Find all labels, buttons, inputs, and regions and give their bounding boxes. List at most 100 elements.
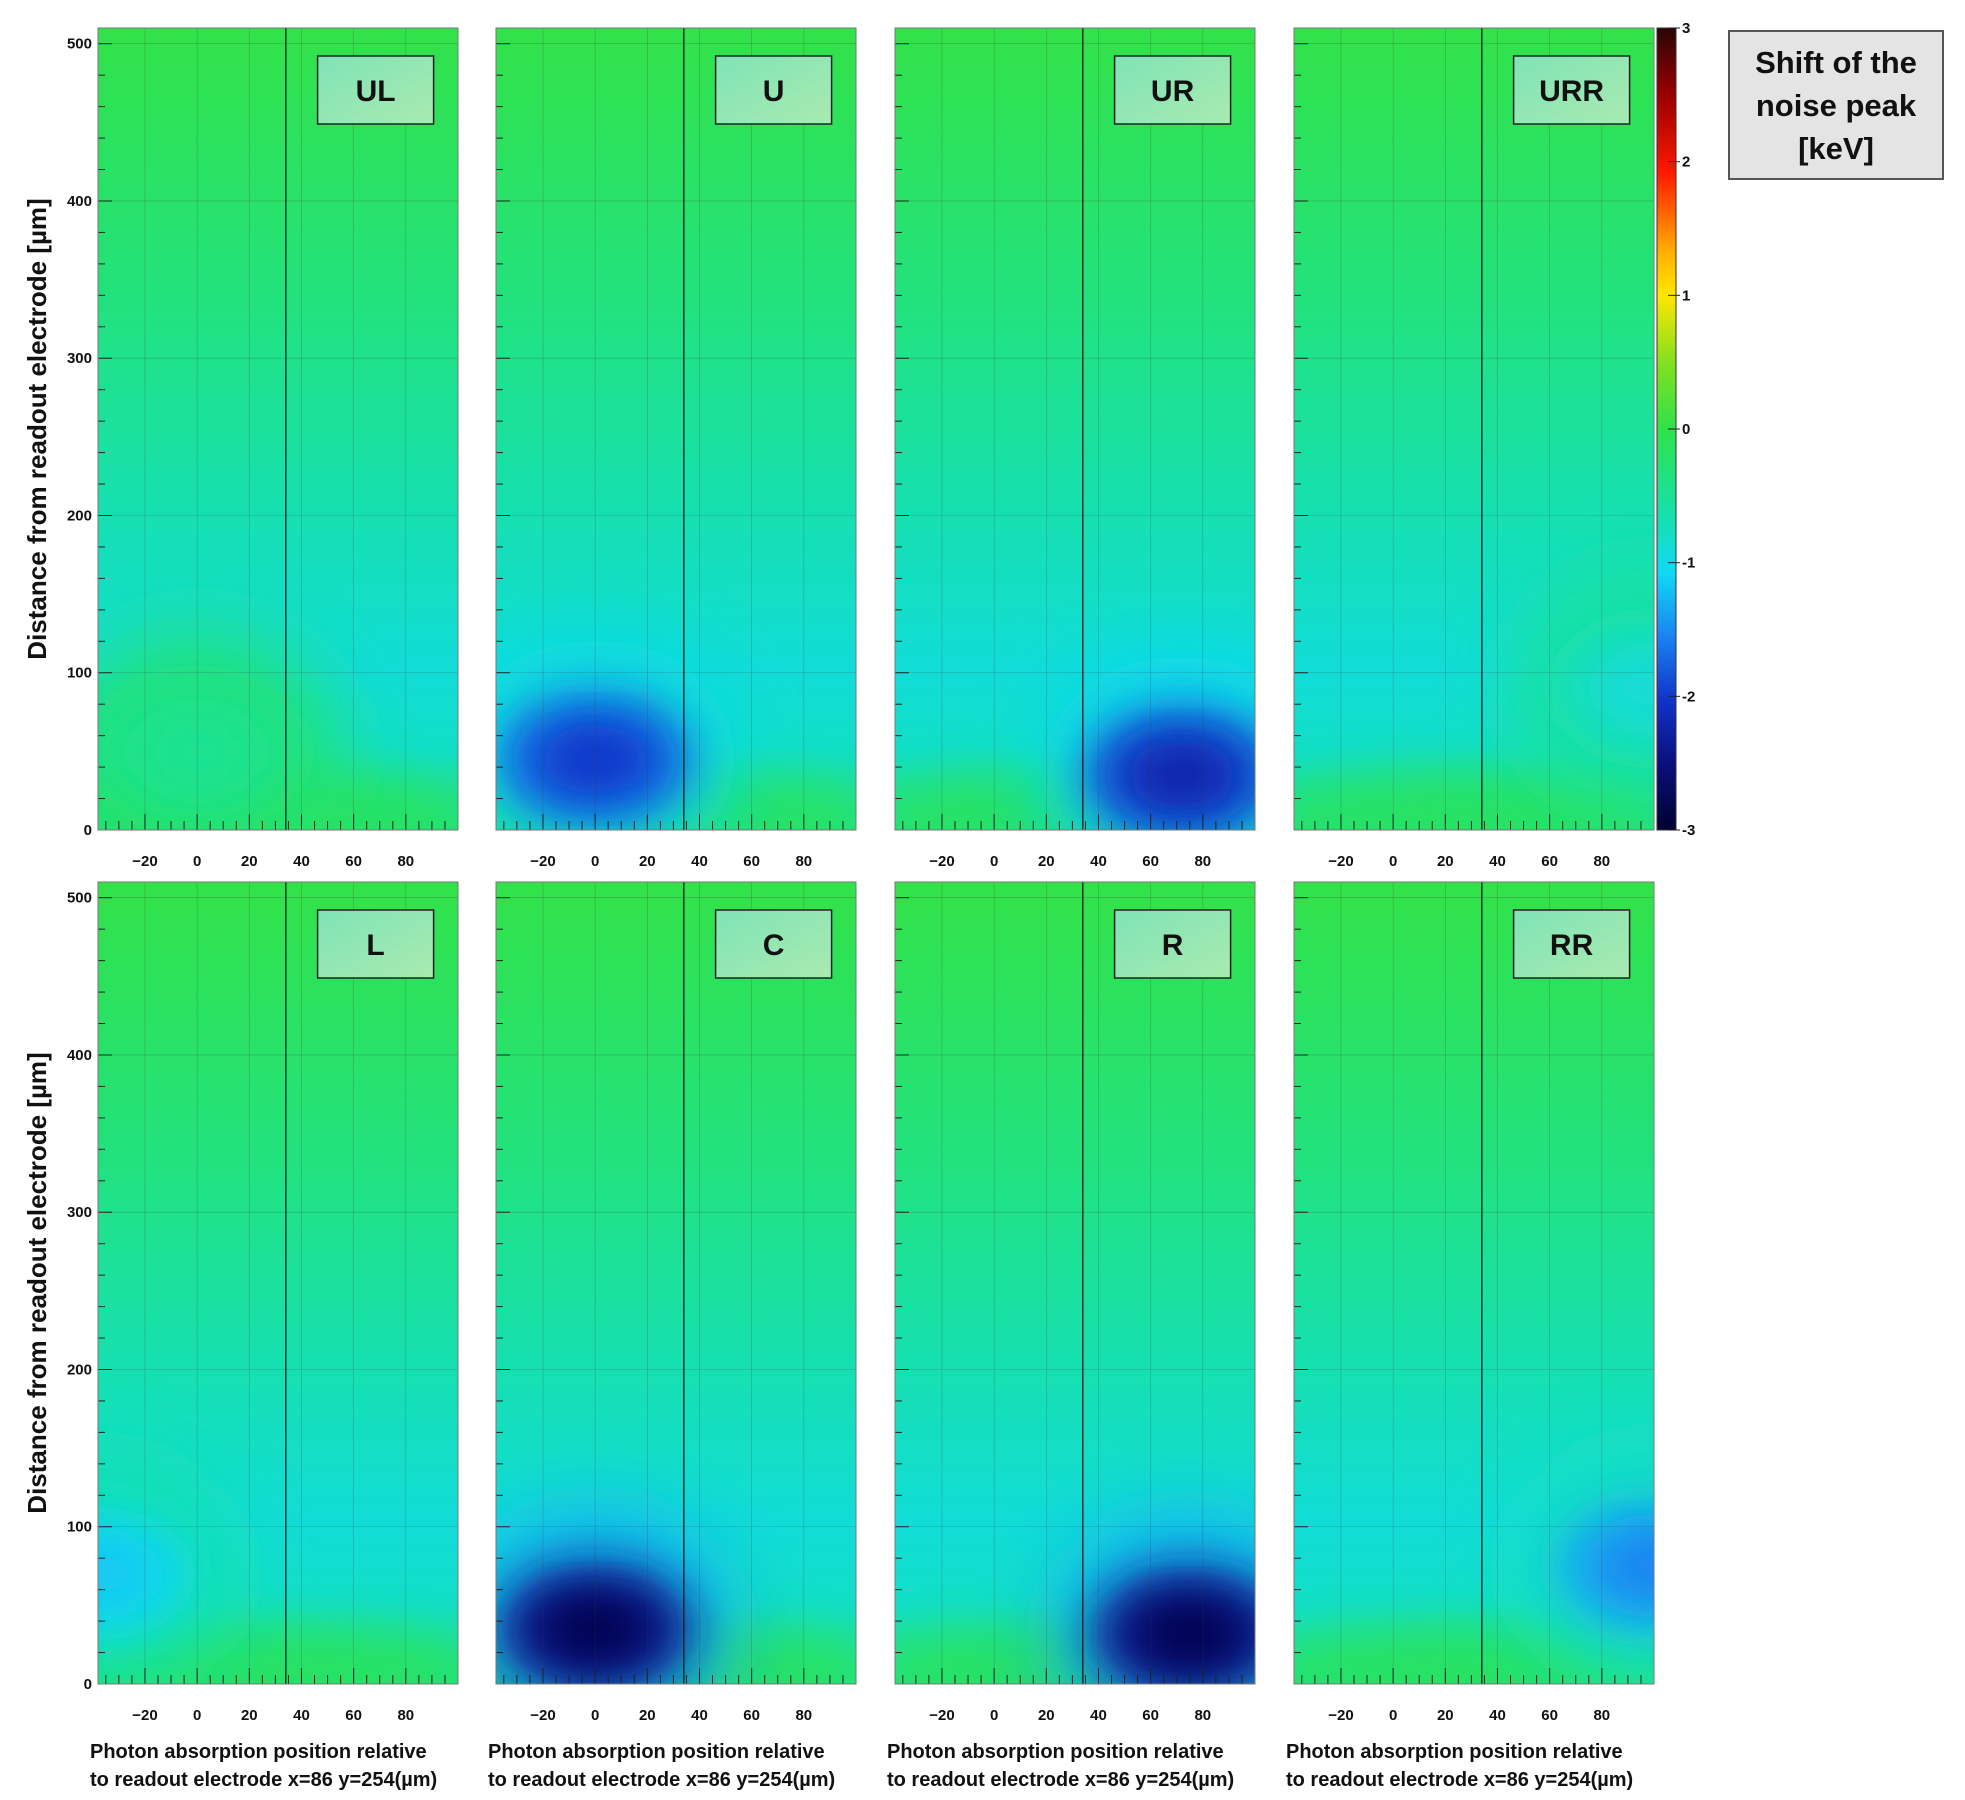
colorbar: 3 2 1 0 -1 -2 -3	[1656, 20, 1695, 839]
x-tick-label: 0	[990, 853, 998, 870]
heatmap-r	[895, 882, 1255, 1684]
colorbar-tick-label: -1	[1682, 555, 1695, 572]
svg-text:U: U	[763, 75, 785, 108]
svg-text:R: R	[1162, 929, 1184, 962]
y-tick-label: 200	[67, 1361, 92, 1378]
colorbar-title: Shift of the noise peak [keV]	[1728, 30, 1944, 180]
x-tick-label: 0	[1389, 1707, 1397, 1724]
panel-label-l: L	[316, 909, 435, 979]
x-tick-label: 80	[1194, 1707, 1211, 1724]
x-tick-label: −20	[929, 1707, 954, 1724]
heatmap-peak-core	[540, 1595, 651, 1663]
y-tick-label: 500	[67, 36, 92, 53]
colorbar-title-line-3: [keV]	[1798, 130, 1874, 166]
x-tick-label: 20	[1038, 1707, 1055, 1724]
panel-r: −20 0 20 40 60 80 R	[894, 881, 1256, 1724]
x-tick-label: 20	[241, 853, 258, 870]
x-tick-label: 20	[1038, 853, 1055, 870]
panel-label-ur: UR	[1113, 55, 1232, 125]
x-tick-label: −20	[1328, 1707, 1353, 1724]
panel-ur: −20 0 20 40 60 80 UR	[894, 27, 1256, 870]
y-axis-title: Distance from readout electrode [µm]	[22, 1052, 52, 1513]
svg-text:C: C	[763, 929, 785, 962]
heatmap-peak-core	[1598, 654, 1654, 722]
svg-text:L: L	[366, 929, 384, 962]
x-tick-label: 60	[743, 1707, 760, 1724]
svg-text:UL: UL	[356, 75, 396, 108]
x-tick-label: 20	[639, 1707, 656, 1724]
heatmap-l	[98, 882, 458, 1684]
x-tick-label: −20	[132, 1707, 157, 1724]
x-tick-label: 80	[397, 1707, 414, 1724]
x-tick-label: −20	[929, 853, 954, 870]
panel-label-c: C	[714, 909, 833, 979]
x-tick-label: 80	[795, 1707, 812, 1724]
colorbar-title-line-1: Shift of the	[1755, 44, 1917, 80]
x-tick-label: 40	[1489, 1707, 1506, 1724]
colorbar-tick-label: -3	[1682, 822, 1695, 839]
colorbar-tick-label: 0	[1682, 421, 1690, 438]
y-tick-label: 200	[67, 507, 92, 524]
x-tick-label: 40	[691, 853, 708, 870]
y-tick-label: 500	[67, 890, 92, 907]
x-axis-title-line-2: to readout electrode x=86 y=254(µm)	[1286, 1769, 1633, 1791]
x-axis-title-line-1: Photon absorption position relative	[1286, 1741, 1623, 1763]
heatmap-urr	[1294, 28, 1654, 830]
x-axis-title-line-1: Photon absorption position relative	[90, 1741, 427, 1763]
x-tick-label: 20	[639, 853, 656, 870]
x-tick-label: 0	[990, 1707, 998, 1724]
y-tick-label: 0	[84, 822, 92, 839]
x-axis-title-line-2: to readout electrode x=86 y=254(µm)	[90, 1769, 437, 1791]
x-tick-label: 80	[1593, 853, 1610, 870]
x-tick-label: −20	[132, 853, 157, 870]
x-axis-title-line-1: Photon absorption position relative	[887, 1741, 1224, 1763]
x-tick-label: 40	[691, 1707, 708, 1724]
panel-rr: −20 0 20 40 60 80 RR	[1293, 881, 1655, 1724]
x-tick-label: 0	[591, 1707, 599, 1724]
colorbar-title-line-2: noise peak	[1755, 87, 1917, 123]
x-tick-label: 0	[1389, 853, 1397, 870]
x-tick-label: 0	[591, 853, 599, 870]
x-tick-label: −20	[530, 853, 555, 870]
svg-text:URR: URR	[1539, 75, 1604, 108]
panel-u: −20 0 20 40 60 80 U	[495, 27, 857, 870]
y-tick-label: 100	[67, 1519, 92, 1536]
x-tick-label: −20	[1328, 853, 1353, 870]
x-tick-label: −20	[530, 1707, 555, 1724]
y-axis-title: Distance from readout electrode [µm]	[22, 198, 52, 659]
colorbar-tick-label: 3	[1682, 20, 1690, 37]
x-tick-label: 0	[193, 1707, 201, 1724]
x-tick-label: 40	[1090, 1707, 1107, 1724]
y-tick-label: 400	[67, 193, 92, 210]
x-tick-label: 20	[1437, 853, 1454, 870]
svg-text:UR: UR	[1151, 75, 1195, 108]
heatmap-ul	[98, 28, 458, 830]
panel-label-rr: RR	[1512, 909, 1631, 979]
x-tick-label: 60	[1142, 1707, 1159, 1724]
heatmap-c	[496, 882, 856, 1684]
heatmap-peak-core	[540, 725, 651, 793]
y-tick-label: 400	[67, 1047, 92, 1064]
x-tick-label: 20	[1437, 1707, 1454, 1724]
x-tick-label: 40	[1489, 853, 1506, 870]
x-tick-label: 60	[345, 1707, 362, 1724]
colorbar-tick-label: 2	[1682, 154, 1690, 171]
panel-c: −20 0 20 40 60 80 C	[495, 881, 857, 1724]
colorbar-tick-label: 1	[1682, 287, 1690, 304]
heatmap-peak-core	[98, 1540, 154, 1608]
y-tick-label: 300	[67, 1204, 92, 1221]
panel-urr: −20 0 20 40 60 80 URR	[1293, 27, 1655, 870]
x-tick-label: 80	[1194, 853, 1211, 870]
panel-label-r: R	[1113, 909, 1232, 979]
panel-ul: −20 0 20 40 60 80 0 100 200 300 400 500 UL	[67, 27, 459, 870]
x-tick-label: 40	[1090, 853, 1107, 870]
heatmap-peak-core	[1134, 1600, 1245, 1668]
x-tick-label: 60	[1541, 853, 1558, 870]
x-axis-title-line-1: Photon absorption position relative	[488, 1741, 825, 1763]
heatmap-rr	[1294, 882, 1654, 1684]
x-tick-label: 0	[193, 853, 201, 870]
x-tick-label: 40	[293, 1707, 310, 1724]
x-axis-title-line-2: to readout electrode x=86 y=254(µm)	[488, 1769, 835, 1791]
x-tick-label: 80	[1593, 1707, 1610, 1724]
